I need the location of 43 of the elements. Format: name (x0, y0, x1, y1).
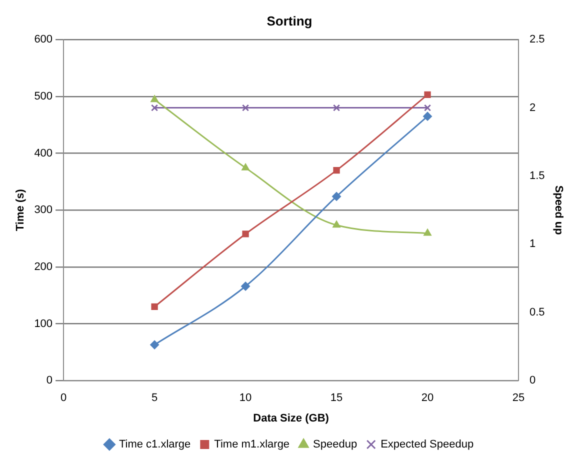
y-tick-label: 200 (34, 260, 53, 273)
legend-label: Time m1.xlarge (214, 438, 290, 451)
y-axis-title: Time (s) (14, 188, 27, 232)
legend-label: Time c1.xlarge (118, 438, 191, 451)
x-tick-label: 20 (421, 392, 434, 404)
chart-title: Sorting (266, 13, 312, 28)
point (332, 192, 342, 201)
x-tick-label: 15 (330, 392, 343, 404)
y-tick-label: 300 (34, 204, 53, 216)
y-tick-label: 500 (34, 90, 53, 102)
point (333, 166, 340, 174)
y-tick-label: 400 (34, 147, 53, 160)
y-tick-label: 0 (46, 374, 53, 387)
y2-tick-label: 1 (530, 238, 536, 250)
y2-tick-label: 2 (530, 102, 536, 114)
y-tick-label: 100 (34, 318, 53, 330)
point (424, 228, 432, 236)
x-tick-label: 10 (239, 392, 252, 404)
point (150, 340, 160, 350)
point (424, 104, 432, 112)
point (150, 95, 159, 102)
y2-tick-label: 0.5 (530, 306, 545, 318)
point (150, 104, 158, 112)
x-tick-label: 0 (60, 392, 67, 404)
y2-axis-title: Speed up (552, 185, 564, 236)
legend-label: Expected Speedup (380, 438, 474, 451)
point (242, 230, 249, 238)
y2-tick-label: 1.5 (530, 170, 545, 182)
point (242, 163, 250, 170)
point (151, 303, 158, 310)
point (424, 91, 431, 98)
point (332, 104, 340, 112)
y2-tick-label: 2.5 (530, 34, 545, 46)
y-tick-label: 600 (34, 34, 53, 46)
point (242, 104, 250, 112)
x-axis-title: Data Size (GB) (253, 412, 330, 424)
x-tick-label: 5 (151, 392, 158, 404)
y2-tick-label: 0 (530, 374, 536, 387)
x-tick-label: 25 (512, 392, 525, 404)
point (332, 220, 340, 228)
point (423, 112, 432, 121)
legend-label: Speedup (313, 438, 358, 451)
point (241, 282, 250, 291)
